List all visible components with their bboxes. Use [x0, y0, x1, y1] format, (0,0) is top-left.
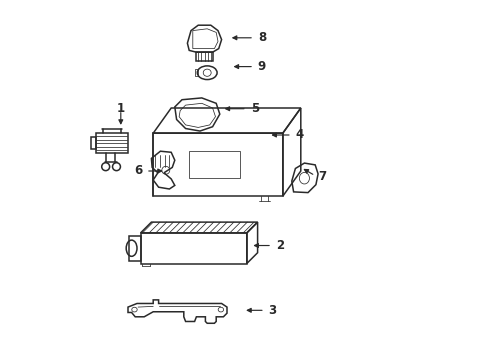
- Text: 7: 7: [318, 170, 326, 183]
- Text: 3: 3: [269, 304, 277, 317]
- Text: 6: 6: [134, 165, 142, 177]
- Text: 5: 5: [250, 102, 259, 115]
- Text: 8: 8: [258, 31, 266, 44]
- Text: 1: 1: [117, 102, 125, 114]
- Text: 2: 2: [276, 239, 284, 252]
- Text: 4: 4: [295, 129, 304, 141]
- Text: 9: 9: [258, 60, 266, 73]
